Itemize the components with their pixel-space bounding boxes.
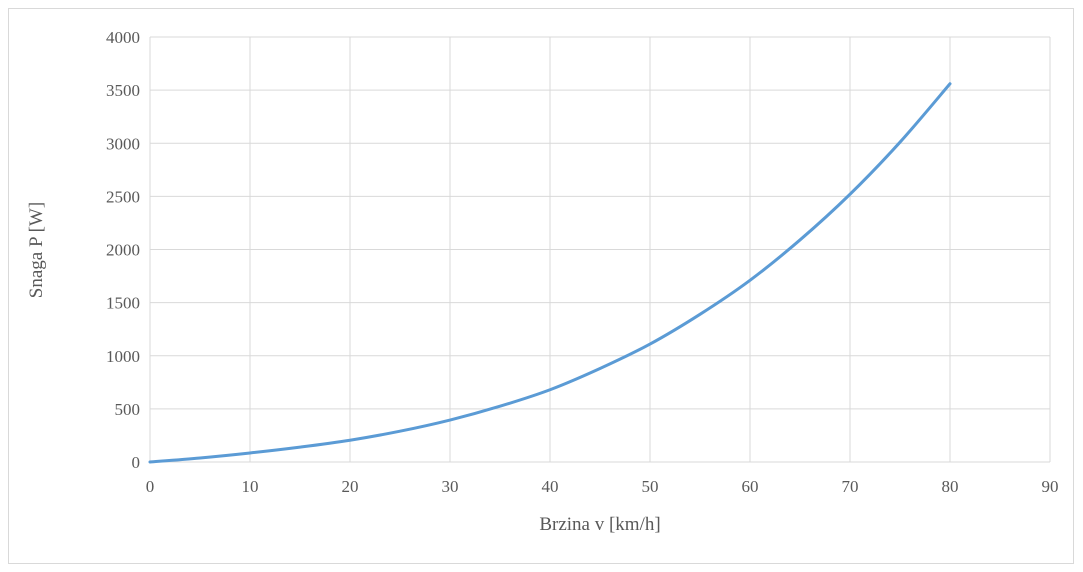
series-line <box>148 82 952 464</box>
x-tick-label: 30 <box>442 477 459 496</box>
x-tick-label: 90 <box>1042 477 1059 496</box>
x-tick-label: 10 <box>242 477 259 496</box>
y-tick-label: 2500 <box>106 187 140 206</box>
x-tick-label: 80 <box>942 477 959 496</box>
x-tick-labels: 0 10 20 30 40 50 60 70 80 90 <box>146 477 1059 496</box>
y-tick-label: 1000 <box>106 347 140 366</box>
y-tick-label: 0 <box>132 453 141 472</box>
x-tick-label: 40 <box>542 477 559 496</box>
x-tick-label: 60 <box>742 477 759 496</box>
y-tick-label: 1500 <box>106 294 140 313</box>
y-tick-label: 4000 <box>106 28 140 47</box>
series-layer <box>148 82 952 464</box>
y-tick-label: 3000 <box>106 134 140 153</box>
gridlines <box>149 36 1051 463</box>
chart-frame <box>8 8 1074 564</box>
y-tick-label: 3500 <box>106 81 140 100</box>
x-tick-label: 20 <box>342 477 359 496</box>
x-axis-title: Brzina v [km/h] <box>539 514 660 535</box>
y-axis-title: Snaga P [W] <box>26 202 47 298</box>
x-tick-label: 70 <box>842 477 859 496</box>
y-tick-labels: 0 500 1000 1500 2000 2500 3000 3500 4000 <box>106 28 140 472</box>
y-tick-label: 500 <box>115 400 141 419</box>
x-tick-label: 50 <box>642 477 659 496</box>
x-tick-label: 0 <box>146 477 155 496</box>
y-tick-label: 2000 <box>106 241 140 260</box>
